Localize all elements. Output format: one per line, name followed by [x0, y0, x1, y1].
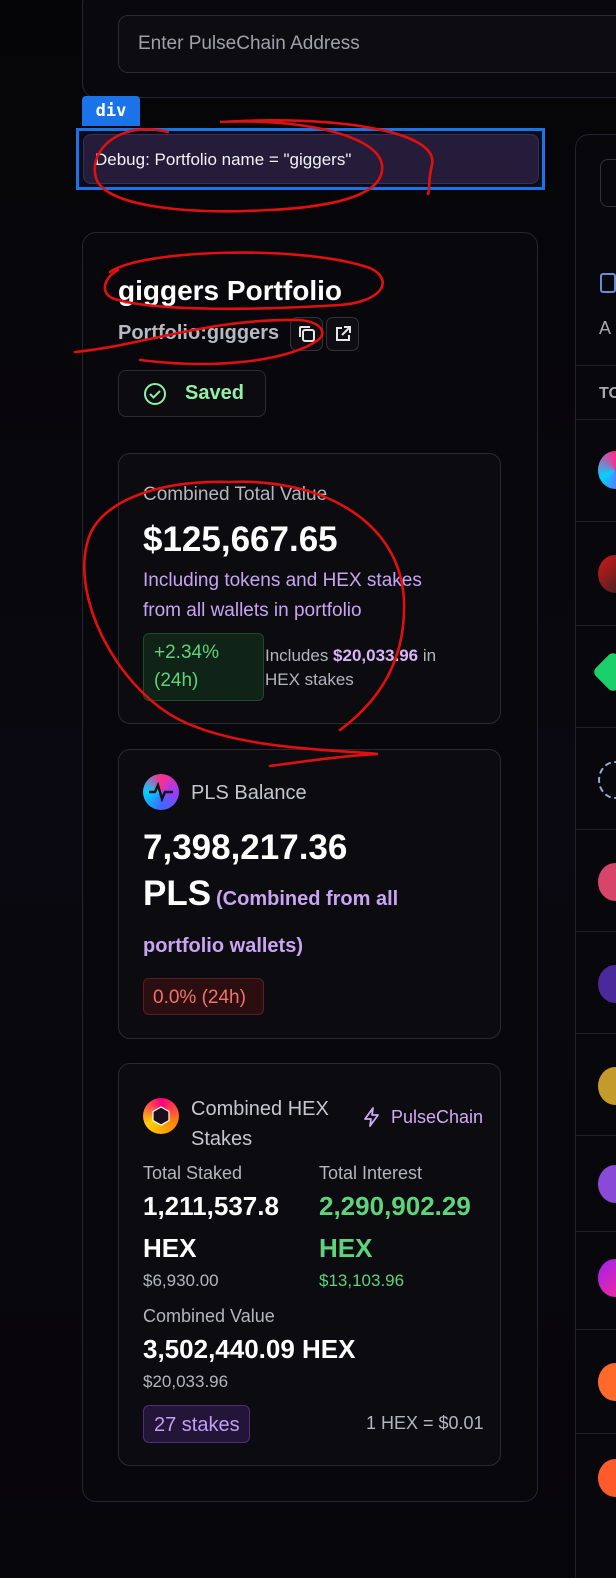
right-panel-label: A	[599, 318, 612, 338]
divider	[576, 625, 616, 626]
debug-text: Debug: Portfolio name = "giggers"	[95, 150, 352, 169]
total-staked-unit: HEX	[143, 1233, 197, 1263]
devtools-element-tag: div	[82, 96, 140, 126]
pls-balance-label: PLS Balance	[191, 782, 307, 804]
hex-stakes-title: Combined HEX Stakes	[191, 1098, 329, 1150]
combined-value-label: Combined Value	[143, 1306, 275, 1326]
divider	[576, 829, 616, 830]
wallet-icon	[600, 273, 616, 293]
token-icon[interactable]	[598, 1459, 616, 1497]
hex-rate: 1 HEX = $0.01	[366, 1413, 484, 1433]
token-icon[interactable]	[591, 650, 616, 694]
divider	[576, 727, 616, 728]
right-panel-control[interactable]	[600, 159, 616, 207]
total-staked-label: Total Staked	[143, 1163, 243, 1183]
divider	[576, 1033, 616, 1034]
total-interest-label: Total Interest	[319, 1163, 423, 1183]
total-interest-unit: HEX	[319, 1233, 373, 1263]
portfolio-title: giggers Portfolio	[118, 275, 342, 306]
divider	[576, 365, 616, 366]
debug-banner: Debug: Portfolio name = "giggers"	[83, 134, 539, 184]
token-icon[interactable]	[598, 1363, 616, 1401]
saved-label: Saved	[185, 382, 244, 404]
check-circle-icon	[144, 382, 166, 405]
token-icon[interactable]	[598, 761, 616, 799]
pulsechain-logo-icon	[143, 774, 179, 810]
total-interest-value: 2,290,902.29	[319, 1191, 471, 1221]
divider	[576, 1231, 616, 1232]
pls-note: (Combined from all	[216, 888, 399, 910]
combined-total-label: Combined Total Value	[143, 484, 328, 505]
token-icon[interactable]	[598, 965, 616, 1003]
divider	[576, 419, 616, 420]
open-external-button[interactable]	[326, 317, 359, 351]
change-24h-badge: +2.34% (24h)	[143, 633, 264, 701]
token-icon[interactable]	[598, 1259, 616, 1297]
token-column-header: TO	[599, 385, 616, 402]
divider	[576, 1433, 616, 1434]
lightning-icon	[364, 1107, 379, 1127]
total-staked-usd: $6,930.00	[143, 1271, 219, 1290]
copy-button[interactable]	[290, 317, 323, 351]
divider	[576, 521, 616, 522]
pls-balance-value: 7,398,217.36	[143, 828, 348, 867]
pls-change-badge: 0.0% (24h)	[143, 978, 264, 1015]
chain-label: PulseChain	[391, 1106, 484, 1127]
combined-total-description: Including tokens and HEX stakes from all…	[143, 570, 422, 621]
hex-stakes-amount: $20,033.96	[333, 646, 419, 665]
combined-value-usd: $20,033.96	[143, 1372, 229, 1391]
hex-stakes-card: Combined HEX Stakes PulseChain Total Sta…	[118, 1063, 501, 1466]
total-interest-usd: $13,103.96	[319, 1271, 405, 1290]
pls-balance-card: PLS Balance 7,398,217.36 PLS (Combined f…	[118, 749, 501, 1039]
combined-total-card: Combined Total Value $125,667.65 Includi…	[118, 453, 501, 724]
pulsechain-token-icon[interactable]	[598, 451, 616, 489]
hex-stakes-includes: Includes $20,033.96 in HEX stakes	[265, 646, 437, 689]
right-panel: A TO	[575, 134, 616, 1578]
copy-icon	[298, 326, 315, 342]
divider	[576, 931, 616, 932]
external-link-icon	[335, 326, 351, 341]
chain-indicator: PulseChain	[361, 1106, 483, 1128]
combined-total-value: $125,667.65	[143, 520, 338, 559]
portfolio-subtitle: Portfolio:giggers	[118, 322, 280, 344]
total-staked-value: 1,211,537.8	[143, 1191, 279, 1221]
saved-button[interactable]: Saved	[118, 370, 266, 417]
token-icon[interactable]	[598, 863, 616, 901]
pls-unit: PLS	[143, 874, 212, 913]
combined-value: 3,502,440.09 HEX	[143, 1334, 356, 1364]
pls-note-continued: portfolio wallets)	[143, 935, 303, 957]
token-icon[interactable]	[598, 1067, 616, 1105]
address-input[interactable]	[118, 15, 616, 73]
stakes-count-badge[interactable]: 27 stakes	[143, 1405, 250, 1443]
hex-logo-icon	[143, 1098, 179, 1134]
divider	[576, 1329, 616, 1330]
token-icon[interactable]	[598, 555, 616, 593]
token-icon[interactable]	[598, 1165, 616, 1203]
divider	[576, 1135, 616, 1136]
